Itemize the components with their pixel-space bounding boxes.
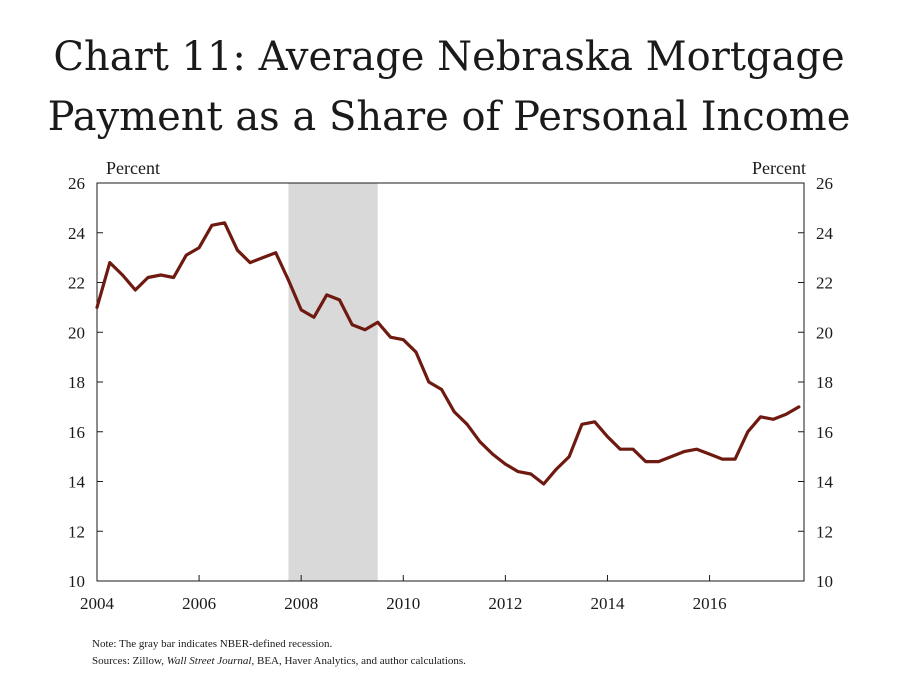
x-tick-label: 2012 xyxy=(488,594,522,613)
sources-suffix: , BEA, Haver Analytics, and author calcu… xyxy=(251,655,466,667)
recession-band xyxy=(288,183,378,581)
y-tick-label-right: 14 xyxy=(816,473,834,492)
y-tick-label-left: 14 xyxy=(68,473,86,492)
left-unit-label: Percent xyxy=(106,158,160,178)
y-tick-label-right: 18 xyxy=(816,373,833,392)
sources-prefix: Sources: Zillow, xyxy=(92,655,167,667)
y-tick-label-left: 10 xyxy=(68,572,85,591)
recession-band-layer xyxy=(288,183,378,581)
x-tick-label: 2008 xyxy=(284,594,318,613)
y-tick-label-left: 12 xyxy=(68,522,85,541)
y-tick-label-right: 20 xyxy=(816,323,833,342)
sources-italic: Wall Street Journal xyxy=(167,655,252,667)
y-tick-label-right: 26 xyxy=(816,174,833,193)
note-line: Note: The gray bar indicates NBER-define… xyxy=(92,638,332,650)
y-tick-label-right: 12 xyxy=(816,522,833,541)
x-tick-label: 2010 xyxy=(386,594,420,613)
y-tick-label-left: 24 xyxy=(68,224,86,243)
right-unit-label: Percent xyxy=(752,158,806,178)
x-tick-label: 2004 xyxy=(80,594,115,613)
y-tick-label-right: 22 xyxy=(816,274,833,293)
y-tick-label-left: 18 xyxy=(68,373,85,392)
x-tick-label: 2006 xyxy=(182,594,216,613)
x-tick-label: 2014 xyxy=(590,594,625,613)
series-line-0 xyxy=(95,221,801,486)
y-tick-label-left: 16 xyxy=(68,423,85,442)
series-layer xyxy=(95,221,801,486)
x-tick-label: 2016 xyxy=(693,594,727,613)
y-tick-label-left: 20 xyxy=(68,323,85,342)
y-tick-label-right: 10 xyxy=(816,572,833,591)
y-tick-label-left: 26 xyxy=(68,174,85,193)
ticks-layer: 10 10 12 12 14 14 16 16 18 18 20 20 22 22 24 24 26 26 2004… xyxy=(68,174,834,613)
y-tick-label-right: 24 xyxy=(816,224,834,243)
y-tick-label-left: 22 xyxy=(68,274,85,293)
y-tick-label-right: 16 xyxy=(816,423,833,442)
sources-line: Sources: Zillow, Wall Street Journal, BE… xyxy=(92,655,466,667)
chart-title-line-1: Chart 11: Average Nebraska Mortgage xyxy=(53,34,844,80)
chart-title-line-2: Payment as a Share of Personal Income xyxy=(48,94,851,140)
